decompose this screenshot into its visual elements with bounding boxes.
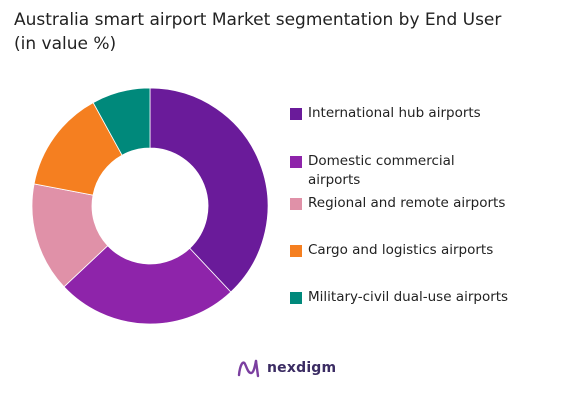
legend-label: Military-civil dual-use airports — [308, 289, 509, 305]
donut-slice-international-hub-airports — [149, 87, 269, 293]
chart-title: Australia smart airport Market segmentat… — [14, 8, 554, 56]
legend-item-regional-remote: Regional and remote airports — [290, 194, 555, 213]
legend-swatch — [290, 108, 302, 120]
legend-item-domestic-commercial: Domestic commercial airports — [290, 152, 555, 190]
legend-label: Regional and remote airports — [308, 195, 506, 211]
legend-item-cargo-logistics: Cargo and logistics airports — [290, 241, 555, 260]
brand-name: nexdigm — [267, 360, 337, 376]
legend-label: Domestic commercial airports — [308, 153, 455, 188]
chart-title-line1: Australia smart airport Market segmentat… — [14, 10, 502, 30]
brand-logo: nexdigm — [236, 357, 336, 379]
nexdigm-logo-icon — [237, 359, 260, 378]
chart-title-line2: (in value %) — [14, 34, 117, 54]
donut-slice-domestic-commercial-airports — [63, 245, 232, 325]
donut-slice-military-civil-dual-use-airports — [92, 87, 151, 156]
legend-swatch — [290, 292, 302, 304]
legend-label: Cargo and logistics airports — [308, 242, 494, 258]
legend-swatch — [290, 245, 302, 257]
legend-item-international-hub: International hub airports — [290, 104, 555, 123]
legend-swatch — [290, 156, 302, 168]
legend-swatch — [290, 198, 302, 210]
legend-label: International hub airports — [308, 105, 481, 121]
legend-item-military-civil: Military-civil dual-use airports — [290, 288, 555, 307]
